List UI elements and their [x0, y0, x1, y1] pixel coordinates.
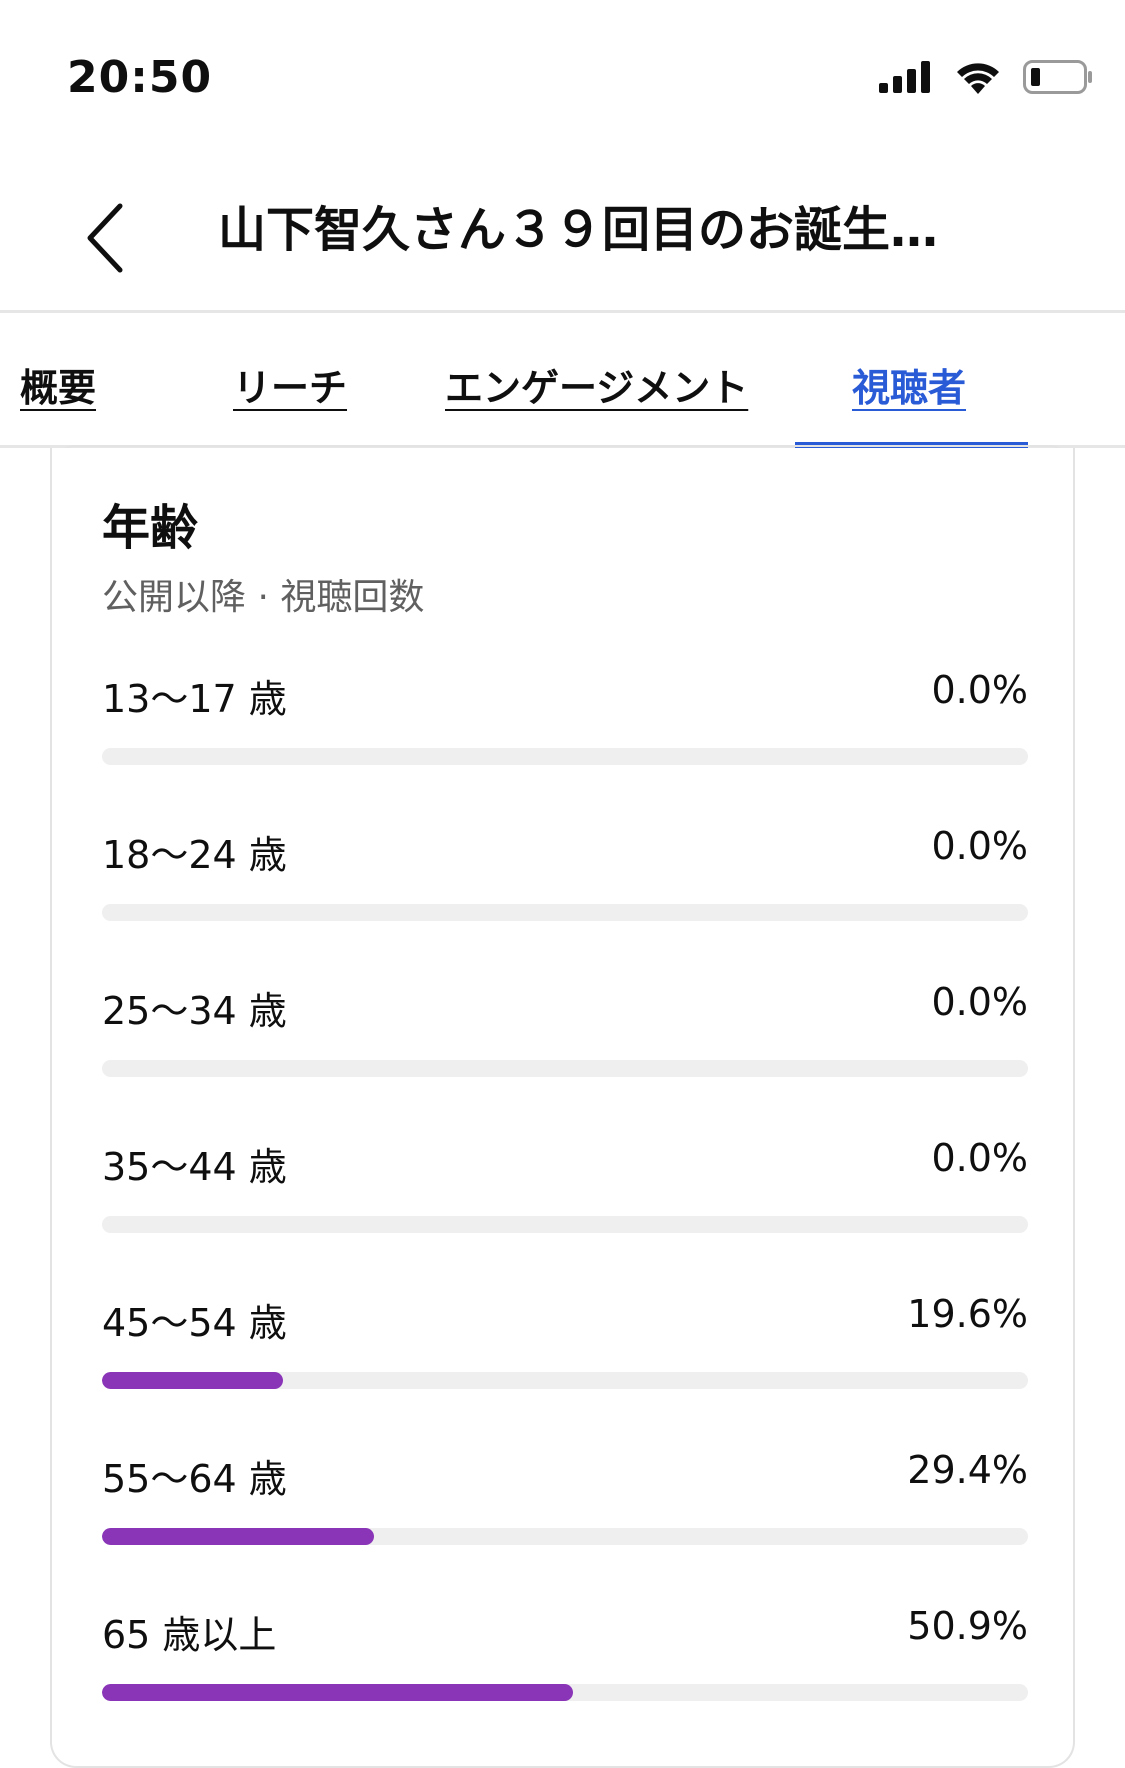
- age-percent-value: 0.0%: [931, 980, 1028, 1024]
- battery-icon: [1023, 60, 1092, 94]
- age-row: 18〜24 歳 0.0%: [102, 824, 1028, 944]
- age-percent-value: 0.0%: [931, 1136, 1028, 1180]
- age-row: 25〜34 歳 0.0%: [102, 980, 1028, 1100]
- age-bar-track: [102, 1216, 1028, 1233]
- app-header: 山下智久さん３９回目のお誕生…: [0, 160, 1125, 313]
- age-range-label: 18〜24 歳: [102, 833, 287, 877]
- card-subtitle: 公開以降 · 視聴回数: [102, 577, 425, 618]
- age-row: 35〜44 歳 0.0%: [102, 1136, 1028, 1256]
- back-button[interactable]: [78, 198, 138, 278]
- cellular-signal-icon: [879, 61, 930, 93]
- age-bar-fill: [102, 1684, 574, 1701]
- age-range-label: 13〜17 歳: [102, 677, 287, 721]
- age-row: 65 歳以上 50.9%: [102, 1604, 1028, 1724]
- tab-engagement[interactable]: エンゲージメント: [445, 366, 749, 410]
- age-range-label: 55〜64 歳: [102, 1457, 287, 1501]
- age-bar-track: [102, 1528, 1028, 1545]
- age-bar-track: [102, 1372, 1028, 1389]
- tab-audience[interactable]: 視聴者: [852, 366, 967, 410]
- page-title: 山下智久さん３９回目のお誕生…: [218, 202, 939, 258]
- age-percent-value: 0.0%: [931, 824, 1028, 868]
- wifi-icon: [957, 63, 999, 94]
- age-range-label: 45〜54 歳: [102, 1301, 287, 1345]
- status-bar: 20:50: [0, 0, 1125, 160]
- age-row: 13〜17 歳 0.0%: [102, 668, 1028, 788]
- status-icons: [879, 60, 1093, 94]
- age-bar-fill: [102, 1528, 375, 1545]
- age-percent-value: 50.9%: [907, 1604, 1028, 1648]
- card-title: 年齢: [102, 500, 199, 556]
- age-bar-track: [102, 1060, 1028, 1077]
- tab-reach[interactable]: リーチ: [233, 366, 348, 410]
- age-range-label: 35〜44 歳: [102, 1145, 287, 1189]
- age-row: 45〜54 歳 19.6%: [102, 1292, 1028, 1412]
- age-bar-track: [102, 904, 1028, 921]
- age-percent-value: 19.6%: [907, 1292, 1028, 1336]
- tab-overview[interactable]: 概要: [20, 366, 97, 410]
- status-time: 20:50: [67, 52, 213, 103]
- age-row: 55〜64 歳 29.4%: [102, 1448, 1028, 1568]
- age-bar-fill: [102, 1372, 284, 1389]
- age-range-label: 65 歳以上: [102, 1613, 277, 1657]
- chevron-left-icon: [87, 203, 123, 273]
- tab-bar: 概要 リーチ エンゲージメント 視聴者: [0, 313, 1125, 448]
- age-bar-track: [102, 748, 1028, 765]
- age-range-label: 25〜34 歳: [102, 989, 287, 1033]
- age-percent-value: 0.0%: [931, 668, 1028, 712]
- age-card: 年齢 公開以降 · 視聴回数 13〜17 歳 0.0% 18〜24 歳 0.0%…: [50, 448, 1075, 1768]
- age-bar-track: [102, 1684, 1028, 1701]
- age-percent-value: 29.4%: [907, 1448, 1028, 1492]
